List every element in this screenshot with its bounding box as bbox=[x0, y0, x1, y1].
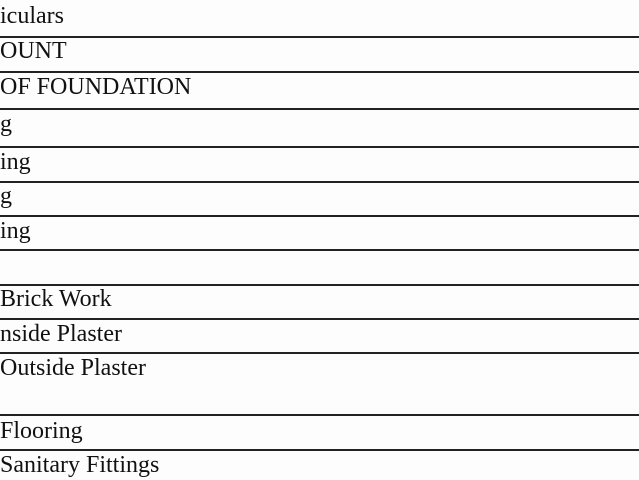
row-divider bbox=[0, 215, 639, 217]
row-divider bbox=[0, 108, 639, 110]
table-row-label: Brick Work bbox=[0, 286, 112, 312]
table-row-label: nside Plaster bbox=[0, 321, 122, 347]
row-divider bbox=[0, 36, 639, 38]
row-divider bbox=[0, 449, 639, 451]
table-row-label: g bbox=[0, 183, 12, 209]
row-divider bbox=[0, 352, 639, 354]
table-row-label: OUNT bbox=[0, 38, 67, 64]
table-row-label: OF FOUNDATION bbox=[0, 74, 192, 100]
table-row-label: ing bbox=[0, 149, 31, 175]
table-row-label: Outside Plaster bbox=[0, 355, 146, 381]
table-row-label: ing bbox=[0, 218, 31, 244]
table-row-label: Flooring bbox=[0, 418, 83, 444]
row-divider bbox=[0, 414, 639, 416]
row-divider bbox=[0, 318, 639, 320]
table-row-label: iculars bbox=[0, 3, 64, 29]
row-divider bbox=[0, 249, 639, 251]
row-divider bbox=[0, 146, 639, 148]
table-row-label: g bbox=[0, 111, 12, 137]
row-divider bbox=[0, 284, 639, 286]
table-row-label: Sanitary Fittings bbox=[0, 452, 160, 478]
row-divider bbox=[0, 181, 639, 183]
row-divider bbox=[0, 71, 639, 73]
